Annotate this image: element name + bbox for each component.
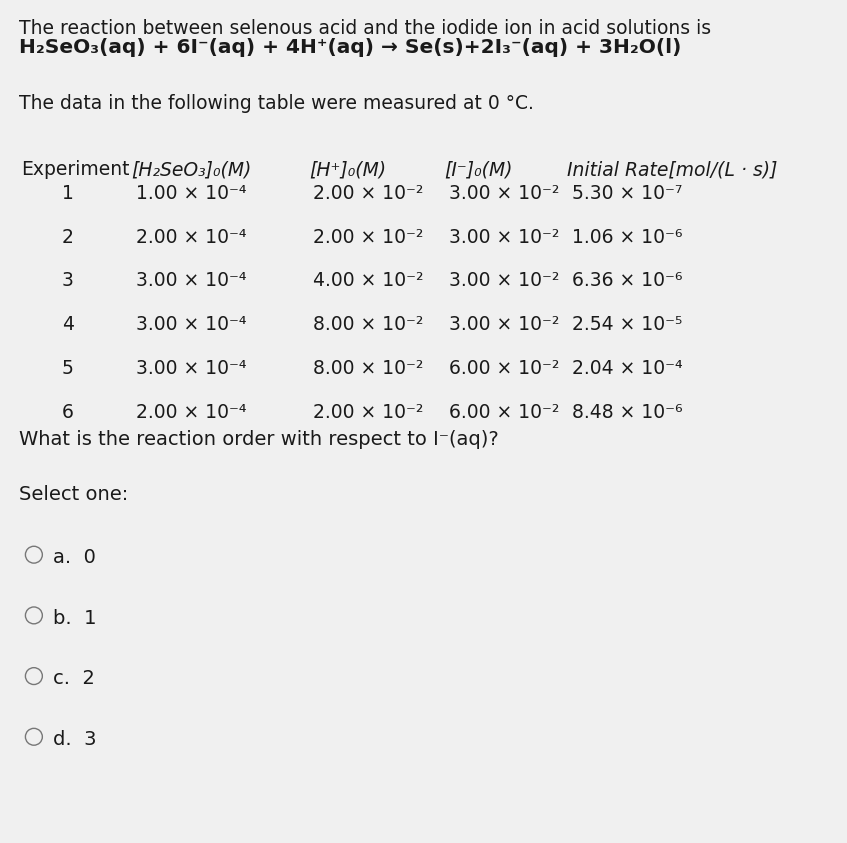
Text: 3.00 × 10⁻²: 3.00 × 10⁻² <box>449 184 559 203</box>
Text: 2.00 × 10⁻²: 2.00 × 10⁻² <box>313 228 424 247</box>
Text: Initial Rate[mol/(L · s)]: Initial Rate[mol/(L · s)] <box>567 160 778 180</box>
Text: 5: 5 <box>62 359 74 379</box>
Text: 3.00 × 10⁻⁴: 3.00 × 10⁻⁴ <box>136 359 246 379</box>
Text: 5.30 × 10⁻⁷: 5.30 × 10⁻⁷ <box>572 184 682 203</box>
Text: 1: 1 <box>62 184 74 203</box>
Text: 2.00 × 10⁻⁴: 2.00 × 10⁻⁴ <box>136 228 246 247</box>
Text: 8.48 × 10⁻⁶: 8.48 × 10⁻⁶ <box>572 403 683 422</box>
Text: What is the reaction order with respect to I⁻(aq)?: What is the reaction order with respect … <box>19 430 498 449</box>
Text: Select one:: Select one: <box>19 485 128 504</box>
Text: [H⁺]₀(M): [H⁺]₀(M) <box>309 160 386 180</box>
Text: 3: 3 <box>62 271 74 291</box>
Text: 2.04 × 10⁻⁴: 2.04 × 10⁻⁴ <box>572 359 683 379</box>
Text: 6.00 × 10⁻²: 6.00 × 10⁻² <box>449 403 559 422</box>
Text: The data in the following table were measured at 0 °C.: The data in the following table were mea… <box>19 94 534 114</box>
Text: 2.54 × 10⁻⁵: 2.54 × 10⁻⁵ <box>572 315 682 335</box>
Text: 2.00 × 10⁻²: 2.00 × 10⁻² <box>313 403 424 422</box>
Text: 8.00 × 10⁻²: 8.00 × 10⁻² <box>313 359 424 379</box>
Text: 6: 6 <box>62 403 74 422</box>
Text: 1.00 × 10⁻⁴: 1.00 × 10⁻⁴ <box>136 184 246 203</box>
Text: 1.06 × 10⁻⁶: 1.06 × 10⁻⁶ <box>572 228 682 247</box>
Text: 3.00 × 10⁻²: 3.00 × 10⁻² <box>449 271 559 291</box>
Text: H₂SeO₃(aq) + 6I⁻(aq) + 4H⁺(aq) → Se(s)+2I₃⁻(aq) + 3H₂O(l): H₂SeO₃(aq) + 6I⁻(aq) + 4H⁺(aq) → Se(s)+2… <box>19 38 681 57</box>
Text: The reaction between selenous acid and the iodide ion in acid solutions is: The reaction between selenous acid and t… <box>19 19 711 38</box>
Text: [H₂SeO₃]₀(M): [H₂SeO₃]₀(M) <box>131 160 252 180</box>
Text: 2: 2 <box>62 228 74 247</box>
Text: c.  2: c. 2 <box>53 669 94 689</box>
Text: 6.00 × 10⁻²: 6.00 × 10⁻² <box>449 359 559 379</box>
Text: d.  3: d. 3 <box>53 730 96 749</box>
Text: [I⁻]₀(M): [I⁻]₀(M) <box>445 160 513 180</box>
Text: 6.36 × 10⁻⁶: 6.36 × 10⁻⁶ <box>572 271 682 291</box>
Text: 4: 4 <box>62 315 74 335</box>
Text: 2.00 × 10⁻⁴: 2.00 × 10⁻⁴ <box>136 403 246 422</box>
Text: 3.00 × 10⁻⁴: 3.00 × 10⁻⁴ <box>136 271 246 291</box>
Text: 8.00 × 10⁻²: 8.00 × 10⁻² <box>313 315 424 335</box>
Text: 2.00 × 10⁻²: 2.00 × 10⁻² <box>313 184 424 203</box>
Text: 3.00 × 10⁻⁴: 3.00 × 10⁻⁴ <box>136 315 246 335</box>
Text: 3.00 × 10⁻²: 3.00 × 10⁻² <box>449 228 559 247</box>
Text: 3.00 × 10⁻²: 3.00 × 10⁻² <box>449 315 559 335</box>
Text: a.  0: a. 0 <box>53 548 96 567</box>
Text: Experiment: Experiment <box>21 160 130 180</box>
Text: 4.00 × 10⁻²: 4.00 × 10⁻² <box>313 271 424 291</box>
Text: b.  1: b. 1 <box>53 609 96 628</box>
